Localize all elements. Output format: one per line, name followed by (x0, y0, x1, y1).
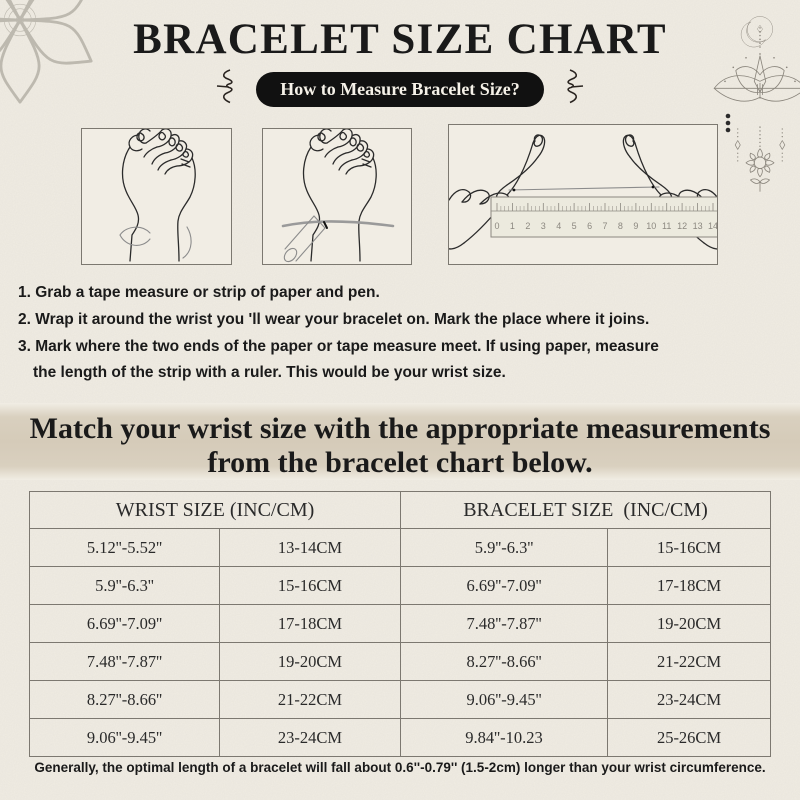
svg-text:7: 7 (602, 221, 607, 231)
svg-text:1: 1 (510, 221, 515, 231)
svg-text:12: 12 (677, 221, 687, 231)
svg-text:14: 14 (708, 221, 718, 231)
svg-text:5: 5 (572, 221, 577, 231)
svg-text:9: 9 (633, 221, 638, 231)
svg-text:13: 13 (693, 221, 703, 231)
svg-text:4: 4 (556, 221, 561, 231)
svg-text:3: 3 (541, 221, 546, 231)
svg-text:8: 8 (618, 221, 623, 231)
svg-text:6: 6 (587, 221, 592, 231)
svg-text:2: 2 (525, 221, 530, 231)
svg-text:0: 0 (494, 221, 499, 231)
svg-text:11: 11 (662, 221, 671, 231)
svg-text:10: 10 (646, 221, 656, 231)
